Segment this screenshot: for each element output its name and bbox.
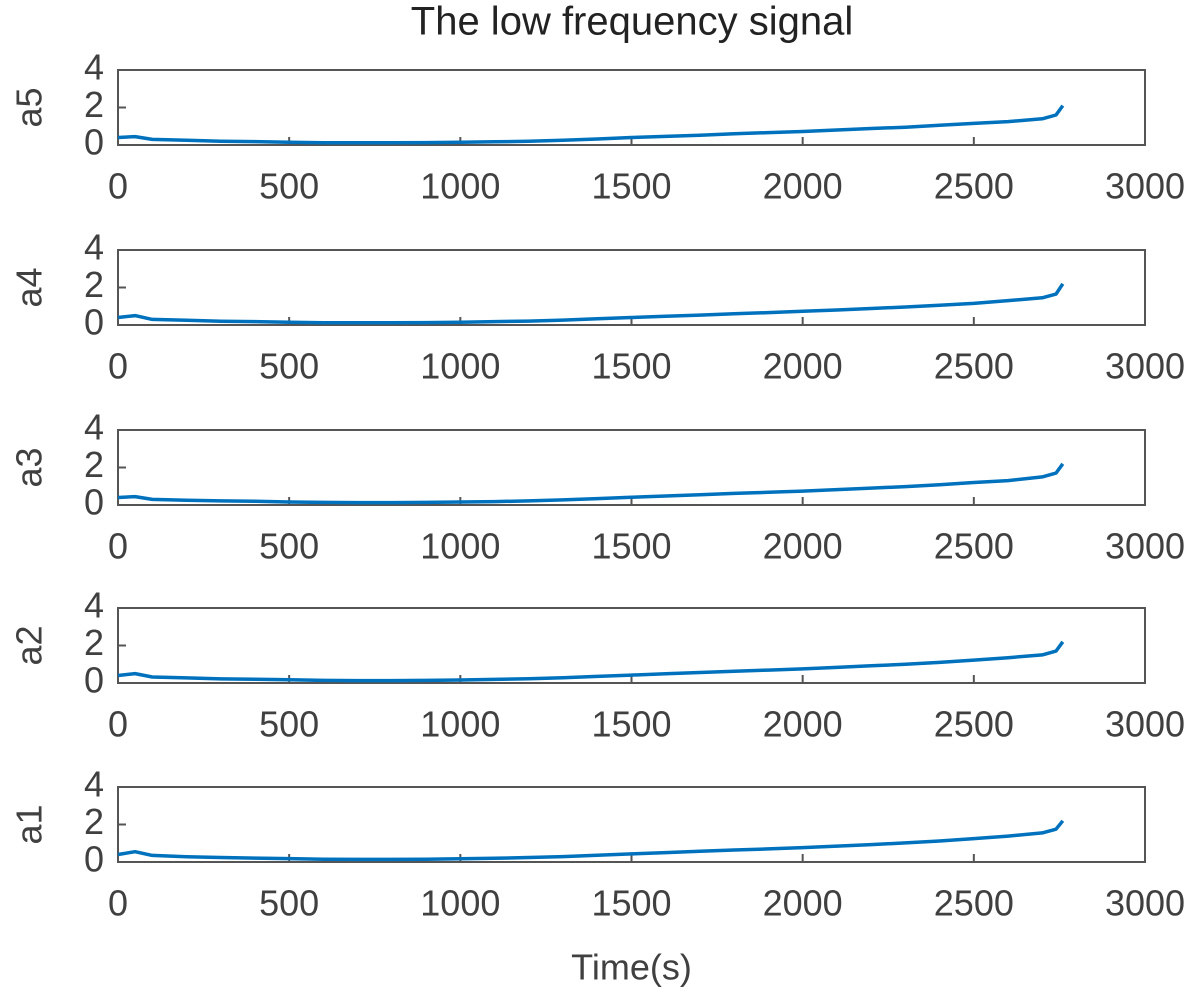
x-tick-label: 500 [259, 526, 319, 567]
line-series [117, 640, 1065, 683]
x-tick-label: 2500 [934, 883, 1014, 924]
x-tick-label: 2500 [934, 704, 1014, 745]
y-axis-label: a3 [9, 447, 50, 487]
x-tick-label: 3000 [1105, 526, 1185, 567]
x-tick-label: 2500 [934, 166, 1014, 207]
axes-box [117, 429, 1146, 506]
y-tick-label: 0 [84, 482, 104, 523]
x-tick-label: 500 [259, 346, 319, 387]
axes-box [117, 607, 1146, 684]
x-tick-label: 500 [259, 883, 319, 924]
x-tick-label: 0 [108, 346, 128, 387]
x-tick-label: 1500 [591, 526, 671, 567]
line-series [117, 819, 1065, 862]
y-tick-label: 4 [84, 764, 104, 805]
y-tick-label: 4 [84, 47, 104, 88]
line-series [117, 104, 1065, 145]
x-tick-label: 1000 [420, 166, 500, 207]
x-tick-label: 1500 [591, 166, 671, 207]
x-tick-label: 2000 [763, 883, 843, 924]
y-tick-label: 2 [84, 84, 104, 125]
x-tick-label: 3000 [1105, 346, 1185, 387]
y-tick-label: 2 [84, 264, 104, 305]
y-tick-label: 0 [84, 122, 104, 163]
y-tick-label: 2 [84, 622, 104, 663]
x-tick-label: 3000 [1105, 883, 1185, 924]
y-tick-label: 0 [84, 302, 104, 343]
x-tick-label: 1000 [420, 526, 500, 567]
axes-box [117, 69, 1146, 146]
x-tick-label: 2000 [763, 526, 843, 567]
x-tick-label: 1000 [420, 704, 500, 745]
y-tick-label: 4 [84, 407, 104, 448]
x-tick-label: 1500 [591, 883, 671, 924]
y-tick-label: 0 [84, 660, 104, 701]
y-axis-label: a4 [9, 267, 50, 307]
x-tick-label: 1500 [591, 704, 671, 745]
x-tick-label: 2500 [934, 346, 1014, 387]
x-axis-label: Time(s) [571, 947, 692, 988]
y-tick-label: 2 [84, 801, 104, 842]
x-tick-label: 3000 [1105, 704, 1185, 745]
x-tick-label: 500 [259, 704, 319, 745]
y-tick-label: 4 [84, 227, 104, 268]
x-tick-label: 0 [108, 166, 128, 207]
y-tick-label: 2 [84, 444, 104, 485]
y-axis-label: a2 [9, 625, 50, 665]
axes-box [117, 786, 1146, 863]
axes-box [117, 249, 1146, 326]
x-tick-label: 500 [259, 166, 319, 207]
x-tick-label: 2500 [934, 526, 1014, 567]
y-tick-label: 4 [84, 585, 104, 626]
x-tick-label: 1500 [591, 346, 671, 387]
x-tick-label: 1000 [420, 883, 500, 924]
y-tick-label: 0 [84, 839, 104, 880]
line-series [117, 282, 1065, 325]
x-tick-label: 1000 [420, 346, 500, 387]
y-axis-label: a1 [9, 804, 50, 844]
x-tick-label: 0 [108, 704, 128, 745]
line-series [117, 462, 1065, 505]
x-tick-label: 2000 [763, 166, 843, 207]
x-tick-label: 2000 [763, 346, 843, 387]
y-axis-label: a5 [9, 87, 50, 127]
x-tick-label: 3000 [1105, 166, 1185, 207]
x-tick-label: 0 [108, 526, 128, 567]
x-tick-label: 2000 [763, 704, 843, 745]
x-tick-label: 0 [108, 883, 128, 924]
chart-title: The low frequency signal [411, 0, 853, 44]
